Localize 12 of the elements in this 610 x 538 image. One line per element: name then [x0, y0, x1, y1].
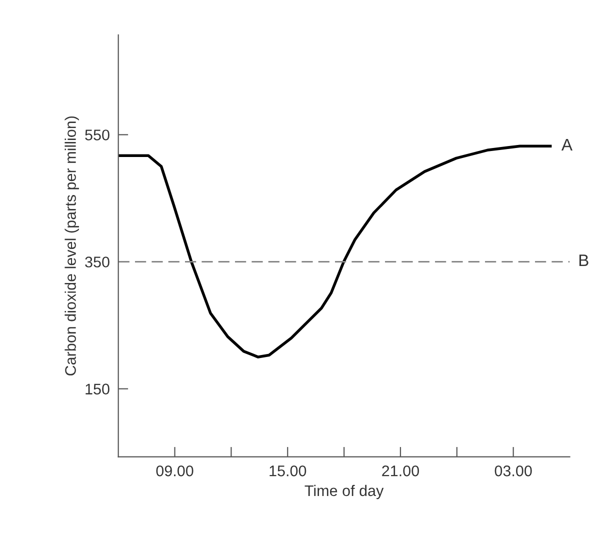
x-axis-title: Time of day [304, 484, 384, 500]
y-tick-label: 150 [86, 384, 110, 394]
y-tick-label: 550 [85, 130, 110, 140]
y-tick-label: 350 [85, 256, 110, 268]
annotation: A [561, 138, 572, 150]
y-axis-title: Carbon dioxide level (parts per million) [64, 116, 79, 376]
x-tick-label: 15.00 [270, 466, 306, 476]
line-series [118, 144, 552, 358]
x-tick-label: 09.00 [156, 466, 194, 476]
x-tick-label: 21.00 [382, 466, 419, 476]
x-tick-label: 03.00 [494, 466, 532, 476]
ref-line-label: B [579, 254, 588, 266]
